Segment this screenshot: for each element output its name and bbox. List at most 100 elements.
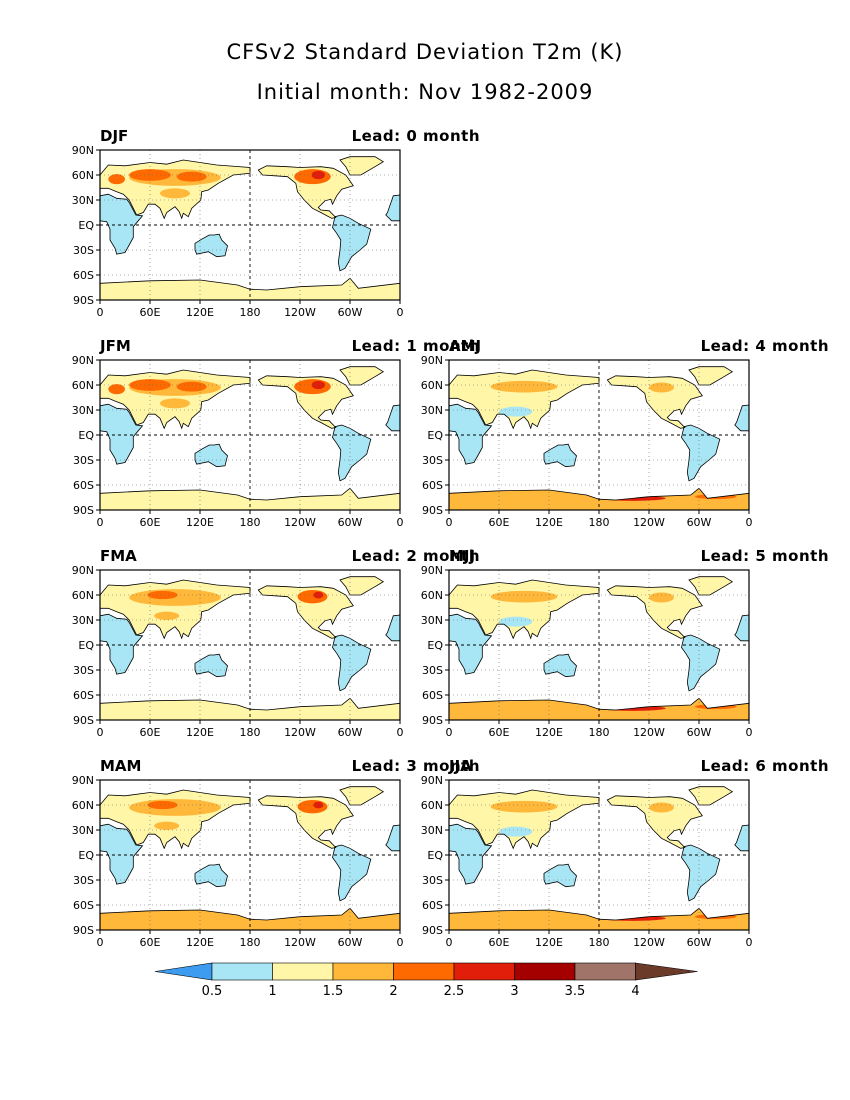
panel-lead-label: Lead: 1 month [351, 337, 480, 355]
antarctica-fill [449, 908, 749, 930]
lon-tick-label: 120W [633, 936, 665, 949]
lon-tick-label: 120E [186, 726, 214, 739]
samerica-coastline [332, 634, 372, 692]
australia-fill [544, 444, 577, 467]
antarctica-fill [100, 908, 400, 930]
land-shading [100, 366, 400, 510]
lon-tick-label: 60W [687, 936, 712, 949]
namerica-fill [607, 585, 703, 639]
lat-tick-label: EQ [427, 429, 443, 442]
map-panel-amj: AMJ Lead: 4 month 90N 60N 30N EQ 30S 60S 90S 0 60E… [421, 337, 829, 542]
panel-season-label: MAM [100, 757, 142, 775]
colorbar-label: 1.5 [323, 984, 344, 999]
greenland-fill [340, 786, 384, 805]
lat-tick-label: EQ [78, 639, 94, 652]
map-panel-djf: DJF Lead: 0 month 90N 60N 30N EQ 30S 60S 90S 0 60E… [72, 127, 480, 332]
lon-tick-label: 60W [338, 306, 363, 319]
lon-tick-label: 60W [687, 516, 712, 529]
lat-tick-label: EQ [78, 849, 94, 862]
lat-tick-label: 60N [421, 589, 443, 602]
africa-coastline [100, 403, 144, 465]
australia-coastline [194, 653, 228, 678]
lon-tick-label: 0 [446, 516, 453, 529]
namerica-coastline [606, 795, 703, 849]
africaW-coastline [385, 824, 400, 852]
lat-tick-label: 30S [422, 874, 443, 887]
lat-tick-label: EQ [427, 849, 443, 862]
panel-season-label: JJA [449, 757, 472, 775]
namerica-coastline [257, 795, 354, 849]
panel-lead-label: Lead: 6 month [700, 757, 829, 775]
land-shading [100, 786, 400, 930]
land-shading [449, 366, 749, 510]
africa-coastline [449, 613, 493, 675]
antarctica-coastline [100, 277, 400, 300]
land-shading [100, 576, 400, 720]
anomaly-patch [176, 381, 207, 392]
lon-tick-label: 60E [489, 516, 510, 529]
australia-fill [195, 234, 228, 257]
greenland-fill [340, 366, 384, 385]
anomaly-patch [129, 589, 221, 606]
australia-coastline [194, 443, 228, 468]
antarctica-fill [100, 698, 400, 720]
antarctica-fill [449, 698, 749, 720]
namerica-fill [607, 795, 703, 849]
australia-fill [544, 864, 577, 887]
africaW-coastline [734, 614, 749, 642]
namerica-coastline [606, 585, 703, 639]
lon-tick-label: 180 [240, 936, 261, 949]
land-shading [449, 576, 749, 720]
africaW-fill [734, 615, 749, 641]
lon-tick-label: 60E [489, 726, 510, 739]
australia-fill [195, 864, 228, 887]
lon-tick-label: 120W [284, 306, 316, 319]
anomaly-patch [108, 174, 125, 185]
africa-coastline [100, 613, 144, 675]
lon-tick-label: 0 [97, 726, 104, 739]
figure-subtitle: Initial month: Nov 1982-2009 [256, 80, 594, 104]
anomaly-patch [160, 398, 190, 409]
africaW-coastline [734, 824, 749, 852]
anomaly-patch [154, 611, 180, 620]
anomaly-patch [313, 591, 324, 599]
anomaly-patch [147, 590, 178, 600]
eurasia-coastline [100, 369, 251, 430]
colorbar-label: 3.5 [565, 984, 586, 999]
greenland-coastline [339, 156, 385, 176]
lat-tick-label: 60S [73, 479, 94, 492]
anomaly-patch [297, 800, 328, 814]
anomaly-patch [129, 169, 171, 181]
lat-tick-label: 60N [421, 799, 443, 812]
eurasia-coastline [100, 789, 251, 850]
anomaly-patch [313, 801, 324, 809]
panel-season-label: FMA [100, 547, 137, 565]
anomaly-patch [649, 382, 674, 393]
lat-tick-label: 90S [422, 714, 443, 727]
lon-tick-label: 60W [338, 936, 363, 949]
figure-title: CFSv2 Standard Deviation T2m (K) [226, 40, 624, 64]
greenland-coastline [339, 576, 385, 596]
greenland-coastline [688, 576, 734, 596]
map-panel-jfm: JFM Lead: 1 month 90N 60N 30N EQ 30S 60S 90S 0 60E… [72, 337, 480, 542]
lon-tick-label: 60W [687, 726, 712, 739]
lat-tick-label: 60S [422, 899, 443, 912]
lat-tick-label: 90S [73, 294, 94, 307]
anomaly-patch [499, 616, 533, 627]
greenland-fill [340, 576, 384, 595]
africa-coastline [100, 823, 144, 885]
anomaly-patch [649, 592, 674, 603]
lon-tick-label: 0 [97, 306, 104, 319]
lon-tick-label: 120E [535, 726, 563, 739]
panel-season-label: JFM [100, 337, 131, 355]
land-shading [100, 156, 400, 300]
panel-lead-label: Lead: 5 month [700, 547, 829, 565]
colorbar-label: 2 [389, 984, 397, 999]
africa-fill [100, 404, 143, 465]
anomaly-patch [154, 821, 180, 830]
panel-lead-label: Lead: 2 month [351, 547, 480, 565]
australia-coastline [194, 863, 228, 888]
panel-season-label: AMJ [449, 337, 482, 355]
